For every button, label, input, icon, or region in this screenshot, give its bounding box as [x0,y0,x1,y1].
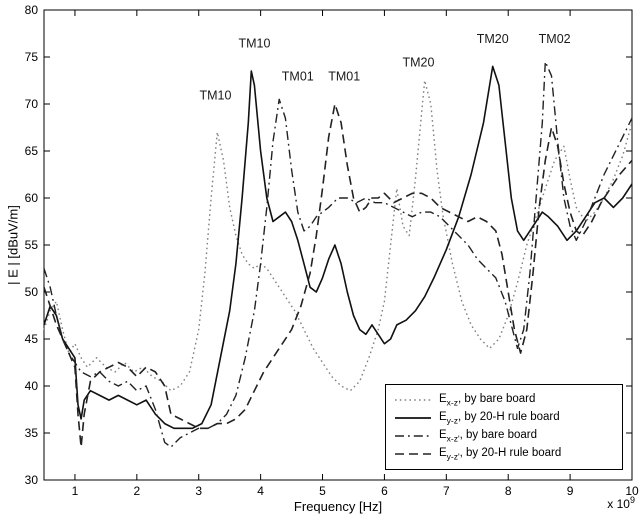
x-tick-label: 5 [319,484,326,498]
legend-description: , by 20-H rule board [458,410,560,423]
legend-symbol: E [439,428,447,441]
series-line-Exz2-bare [43,61,633,448]
legend-item: Ey-z, by 20-H rule board [394,409,614,427]
x-tick-label: 9 [567,484,574,498]
series-line-Eyz2-20H [43,103,633,448]
mode-annotation: TM02 [539,32,571,46]
y-tick-label: 40 [25,379,39,393]
legend-subscript: x-z' [446,433,460,444]
x-tick-label: 6 [381,484,388,498]
y-tick-label: 35 [25,426,39,440]
legend-subscript: x-z [446,397,459,408]
x-tick-label: 3 [195,484,202,498]
solid-line-icon [395,417,431,419]
x-tick-label: 4 [257,484,264,498]
mode-annotation: TM10 [199,88,231,102]
dashed-line-icon [395,453,431,455]
x-axis-multiplier-exponent: 9 [629,495,635,505]
legend-symbol: E [439,392,447,405]
series-line-Exz-bare [43,79,633,392]
legend-item-label: Ex-z', by bare board [439,429,537,443]
y-tick-label: 70 [25,97,39,111]
legend-item-label: Ey-z, by 20-H rule board [439,411,560,425]
legend: Ex-z, by bare board Ey-z, by 20-H rule b… [385,384,623,470]
mode-annotation: TM01 [328,70,360,84]
mode-annotation: TM10 [238,37,270,51]
x-tick-label: 10 [625,484,639,498]
legend-item: Ey-z', by 20-H rule board [394,445,614,463]
x-tick-label: 2 [133,484,140,498]
x-tick-label: 1 [72,484,79,498]
y-tick-label: 75 [25,50,39,64]
y-axis-label: | E | [dBuV/m] [5,205,21,285]
mode-annotation: TM20 [402,55,434,69]
x-axis-multiplier-base: x 10 [607,497,630,511]
legend-item-label: Ex-z, by bare board [439,393,535,407]
y-tick-label: 45 [25,332,39,346]
y-tick-label: 80 [25,3,39,17]
y-tick-label: 60 [25,191,39,205]
legend-subscript: y-z [446,415,459,426]
x-tick-label: 7 [443,484,450,498]
mode-annotation: TM20 [477,32,509,46]
legend-description: , by bare board [459,428,537,441]
legend-symbol: E [439,410,447,423]
dotted-line-icon [395,399,431,401]
x-axis-label: Frequency [Hz] [293,499,383,514]
legend-subscript: y-z' [446,451,460,462]
legend-symbol: E [439,446,447,459]
legend-item: Ex-z, by bare board [394,391,614,409]
legend-item: Ex-z', by bare board [394,427,614,445]
y-tick-label: 65 [25,144,39,158]
y-tick-label: 30 [25,473,39,487]
dashdot-line-icon [395,435,431,437]
legend-item-label: Ey-z', by 20-H rule board [439,447,561,461]
series-line-Eyz-20H [43,65,633,430]
y-tick-label: 50 [25,285,39,299]
y-tick-label: 55 [25,238,39,252]
x-tick-label: 8 [505,484,512,498]
mode-annotation: TM01 [282,70,314,84]
x-axis-multiplier: x 109 [607,495,635,511]
legend-description: , by bare board [458,392,536,405]
legend-description: , by 20-H rule board [459,446,562,459]
